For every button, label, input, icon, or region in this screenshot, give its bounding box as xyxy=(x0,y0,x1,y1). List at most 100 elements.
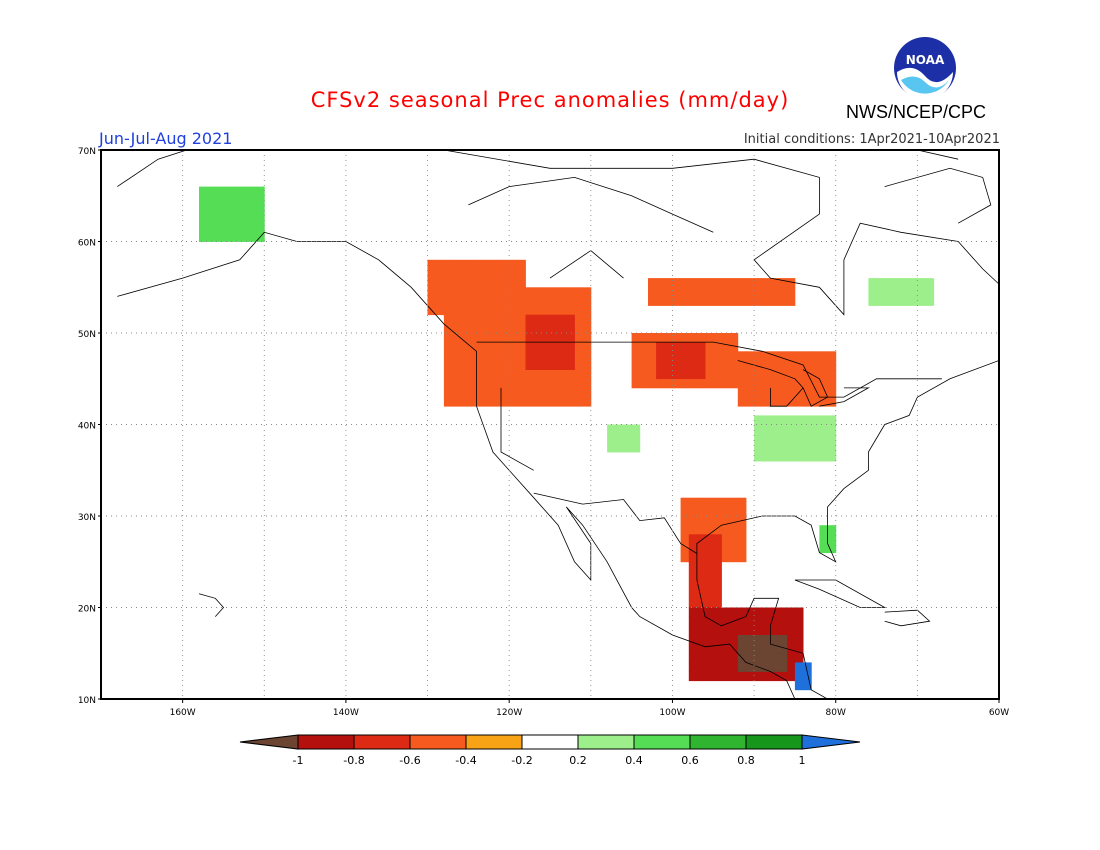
anomaly-cell xyxy=(819,378,828,389)
season-label: Jun-Jul-Aug 2021 xyxy=(99,129,233,148)
colorbar-swatch xyxy=(297,734,355,750)
coastline xyxy=(549,250,624,279)
anomaly-cell xyxy=(468,268,477,279)
anomaly-cell xyxy=(509,314,518,325)
anomaly-cell xyxy=(705,525,714,535)
anomaly-cell xyxy=(656,351,665,361)
anomaly-cell xyxy=(868,296,877,306)
anomaly-cell xyxy=(729,287,739,297)
anomaly-cell xyxy=(705,360,714,370)
colorbar-swatch xyxy=(745,734,803,750)
anomaly-cell xyxy=(476,314,486,325)
anomaly-cell xyxy=(696,287,706,297)
anomaly-cell xyxy=(786,378,796,389)
initial-conditions-label: Initial conditions: 1Apr2021-10Apr2021 xyxy=(743,132,1000,147)
anomaly-cell xyxy=(492,259,502,270)
anomaly-cell xyxy=(648,369,657,380)
anomaly-cell xyxy=(737,644,747,654)
anomaly-cell xyxy=(778,424,788,435)
colorbar-tick-label: -1 xyxy=(293,754,304,767)
anomaly-cell xyxy=(550,296,559,306)
anomaly-cell xyxy=(721,607,730,617)
anomaly-cell xyxy=(435,268,445,279)
anomaly-cell xyxy=(786,607,796,617)
anomaly-cell xyxy=(729,516,739,526)
anomaly-cell xyxy=(819,442,828,453)
anomaly-cell xyxy=(770,387,779,398)
anomaly-cell xyxy=(256,214,265,224)
anomaly-cell xyxy=(623,442,633,453)
anomaly-cell xyxy=(239,195,249,206)
anomaly-cell xyxy=(664,378,673,389)
anomaly-cell xyxy=(696,589,706,599)
anomaly-cell xyxy=(737,616,747,627)
anomaly-cell xyxy=(484,287,494,297)
anomaly-cell xyxy=(525,342,535,352)
anomaly-cell xyxy=(729,607,739,617)
anomaly-cell xyxy=(778,360,788,370)
coastline xyxy=(117,150,999,699)
anomaly-cell xyxy=(452,314,461,325)
anomaly-cell xyxy=(827,415,837,425)
anomaly-cell xyxy=(770,351,779,361)
anomaly-cell xyxy=(713,607,722,617)
anomaly-cell xyxy=(672,296,682,306)
anomaly-cell xyxy=(541,287,551,297)
anomaly-cell xyxy=(892,278,902,288)
anomaly-cell xyxy=(525,305,535,316)
anomaly-cell xyxy=(631,378,641,389)
anomaly-cell xyxy=(680,516,690,526)
anomaly-cell xyxy=(770,635,779,645)
anomaly-cell xyxy=(648,278,657,288)
anomaly-cell xyxy=(770,433,779,444)
anomaly-cell xyxy=(223,204,233,215)
coastline xyxy=(117,231,796,699)
anomaly-cell xyxy=(566,360,575,370)
anomaly-cell xyxy=(721,378,730,389)
anomaly-cell xyxy=(713,580,722,590)
anomaly-cell xyxy=(737,296,747,306)
anomaly-cell xyxy=(884,296,894,306)
coastlines xyxy=(117,150,999,699)
anomaly-cell xyxy=(672,287,682,297)
anomaly-cell xyxy=(443,333,453,343)
anomaly-cell xyxy=(509,268,518,279)
anomaly-cell xyxy=(794,351,804,361)
anomaly-cell xyxy=(729,506,739,517)
anomaly-cell xyxy=(794,644,804,654)
anomaly-cell xyxy=(696,580,706,590)
anomaly-cell xyxy=(550,360,559,370)
anomaly-cell xyxy=(631,442,641,453)
anomaly-cell xyxy=(492,268,502,279)
anomaly-cell xyxy=(517,342,526,352)
anomaly-cell xyxy=(247,223,257,233)
anomaly-cell xyxy=(713,662,722,672)
anomaly-cell xyxy=(721,671,730,682)
anomaly-cell xyxy=(460,369,469,380)
anomaly-cell xyxy=(696,625,706,636)
anomaly-cell xyxy=(639,378,649,389)
anomaly-cell xyxy=(501,333,510,343)
anomaly-cell xyxy=(452,397,461,407)
noaa-logo: NOAA xyxy=(894,37,956,100)
anomaly-cell xyxy=(770,369,779,380)
anomaly-cell xyxy=(476,360,486,370)
anomaly-cell xyxy=(696,635,706,645)
anomaly-cell xyxy=(786,616,796,627)
anomaly-cell xyxy=(729,278,739,288)
anomaly-cell xyxy=(688,360,698,370)
anomaly-cell xyxy=(762,635,771,645)
anomaly-cell xyxy=(721,333,730,343)
anomaly-cell xyxy=(484,305,494,316)
anomaly-cell xyxy=(631,333,641,343)
anomaly-cell xyxy=(827,433,837,444)
anomaly-cell xyxy=(492,397,502,407)
anomaly-cell xyxy=(688,580,698,590)
anomaly-cell xyxy=(917,296,926,306)
anomaly-cell xyxy=(541,351,551,361)
anomaly-cell xyxy=(778,387,788,398)
anomaly-cell xyxy=(754,424,763,435)
anomaly-cell xyxy=(762,433,771,444)
anomaly-cell xyxy=(754,287,763,297)
anomaly-cell xyxy=(247,186,257,197)
